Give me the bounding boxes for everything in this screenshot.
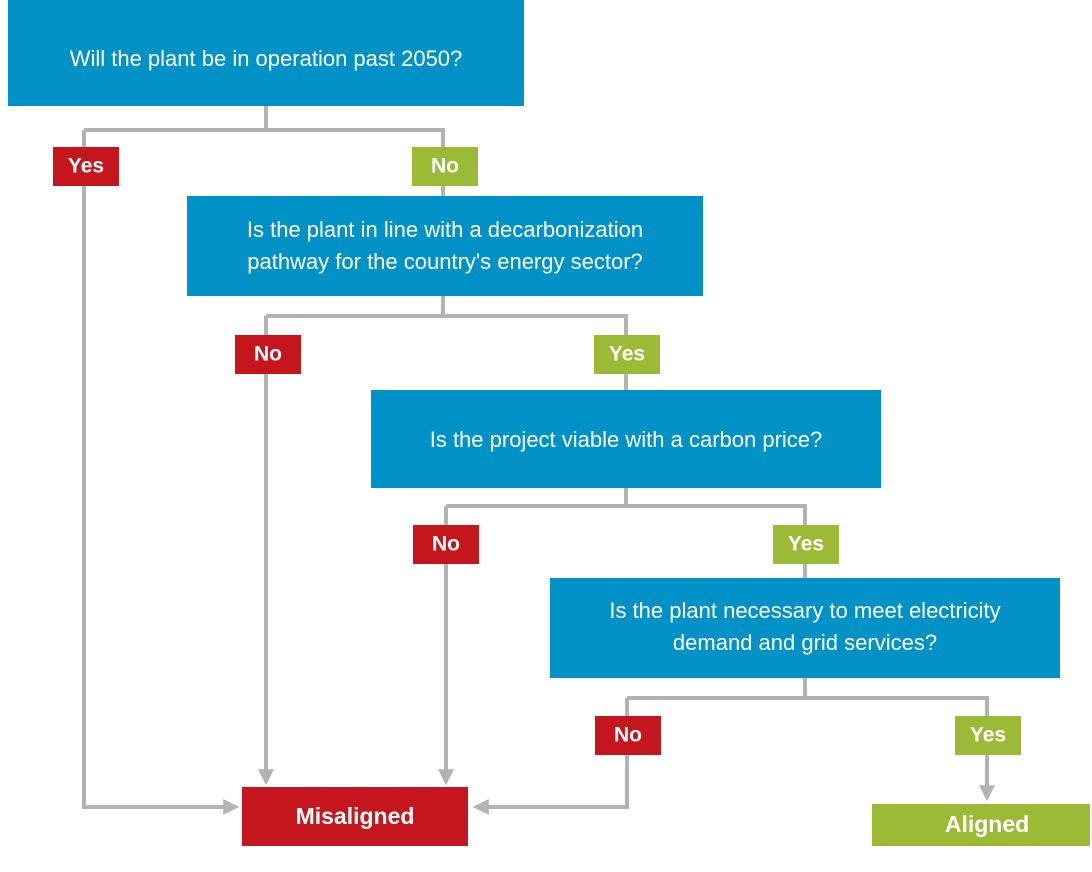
- branch-label: No: [431, 155, 459, 178]
- branch-label: Yes: [970, 724, 1006, 747]
- branch-box: [413, 525, 479, 564]
- branch-label: No: [432, 533, 460, 556]
- question-text: Will the plant be in operation past 2050…: [70, 46, 463, 71]
- branch-box: [594, 335, 660, 374]
- question-box: [550, 578, 1060, 678]
- connector: [82, 106, 445, 807]
- question-box: [187, 196, 703, 296]
- branch-label: No: [614, 724, 642, 747]
- branch-box: [773, 525, 839, 564]
- question-text: Is the plant in line with a decarbonizat…: [247, 217, 643, 242]
- branch-box: [955, 716, 1021, 755]
- question: Is the project viable with a carbon pric…: [371, 390, 881, 488]
- outcome-box: [872, 804, 1090, 846]
- question-text: pathway for the country's energy sector?: [247, 249, 643, 274]
- connector: [266, 296, 628, 782]
- outcome-box: [242, 787, 468, 846]
- branch-box: [595, 716, 661, 755]
- branch-label: Yes: [68, 155, 104, 178]
- branch-box: [412, 147, 478, 186]
- outcome-label: Aligned: [945, 811, 1029, 837]
- question-text: Is the plant necessary to meet electrici…: [609, 598, 1000, 623]
- question: Is the plant necessary to meet electrici…: [550, 578, 1060, 678]
- branch-box: [235, 335, 301, 374]
- question: Will the plant be in operation past 2050…: [8, 0, 524, 106]
- question-box: [8, 0, 524, 106]
- branch-label: No: [254, 343, 282, 366]
- question-text: demand and grid services?: [673, 630, 937, 655]
- branch-label: Yes: [609, 343, 645, 366]
- question-text: Is the project viable with a carbon pric…: [430, 427, 823, 452]
- outcome-label: Misaligned: [296, 803, 415, 829]
- outcome: Misaligned: [242, 787, 468, 846]
- question: Is the plant in line with a decarbonizat…: [187, 196, 703, 296]
- branch-box: [53, 147, 119, 186]
- outcome: Aligned: [872, 804, 1090, 846]
- branch-labels: Yes No No Yes No Yes No Yes: [53, 147, 1021, 755]
- branch-label: Yes: [788, 533, 824, 556]
- question-box: [371, 390, 881, 488]
- connector: [476, 678, 989, 807]
